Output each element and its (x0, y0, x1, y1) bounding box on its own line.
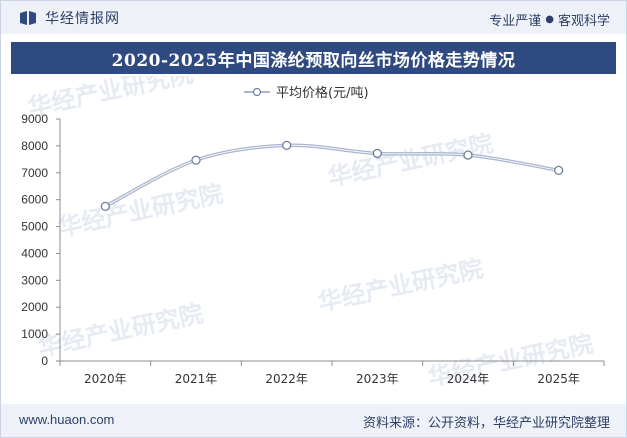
brand-name: 华经情报网 (45, 11, 120, 27)
source-note: 资料来源：公开资料，华经产业研究院整理 (362, 416, 610, 431)
x-tick-label: 2022年 (265, 372, 308, 386)
legend-label: 平均价格(元/吨) (276, 85, 369, 101)
x-tick-label: 2025年 (537, 372, 580, 386)
axes: 0 1000 2000 3000 4000 5000 6000 7000 8000 9000 202… (21, 112, 605, 386)
y-tick-label: 6000 (21, 193, 48, 207)
watermark-text: 华经产业研究院 (35, 300, 205, 362)
y-tick-label: 9000 (21, 112, 48, 126)
x-tick-label: 2023年 (356, 372, 399, 386)
series-line-highlight (105, 144, 559, 207)
y-tick-label: 3000 (21, 273, 48, 287)
y-tick-label: 2000 (21, 300, 48, 314)
website-link[interactable]: www.huaon.com (19, 412, 115, 427)
legend-marker-swatch (252, 87, 262, 97)
x-tick-label: 2024年 (447, 372, 490, 386)
watermark-text: 华经产业研究院 (315, 255, 485, 317)
series-layer (100, 140, 564, 212)
y-tick-label: 7000 (21, 166, 48, 180)
header-bar: 华经情报网 专业严谨 ● 客观科学 (1, 1, 626, 34)
x-tick-label: 2021年 (175, 372, 218, 386)
data-point (100, 201, 110, 212)
y-tick-label: 1000 (21, 327, 48, 341)
watermark-text: 华经产业研究院 (25, 76, 195, 122)
y-tick-label: 5000 (21, 220, 48, 234)
tagline-left: 专业严谨 (489, 14, 542, 29)
data-point (554, 165, 564, 176)
x-tick-label: 2020年 (84, 372, 127, 386)
data-point (191, 155, 201, 165)
legend: 平均价格(元/吨) (244, 85, 369, 101)
tagline-separator: ● (545, 14, 554, 25)
data-point (282, 140, 292, 151)
chart-title: 2020-2025年中国涤纶预取向丝市场价格走势情况 (11, 42, 616, 74)
data-point (372, 148, 382, 159)
brand[interactable]: 华经情报网 (19, 9, 120, 27)
logo-icon (20, 11, 36, 25)
data-point (463, 150, 473, 160)
watermark-text: 华经产业研究院 (325, 130, 495, 192)
y-tick-label: 4000 (21, 246, 48, 260)
tagline-right: 客观科学 (557, 14, 610, 29)
y-tick-label: 8000 (21, 139, 48, 153)
tagline: 专业严谨 ● 客观科学 (489, 10, 610, 29)
y-tick-label: 0 (41, 354, 48, 368)
watermark-text: 华经产业研究院 (55, 180, 225, 242)
footer-bar: www.huaon.com 资料来源：公开资料，华经产业研究院整理 (1, 404, 626, 437)
